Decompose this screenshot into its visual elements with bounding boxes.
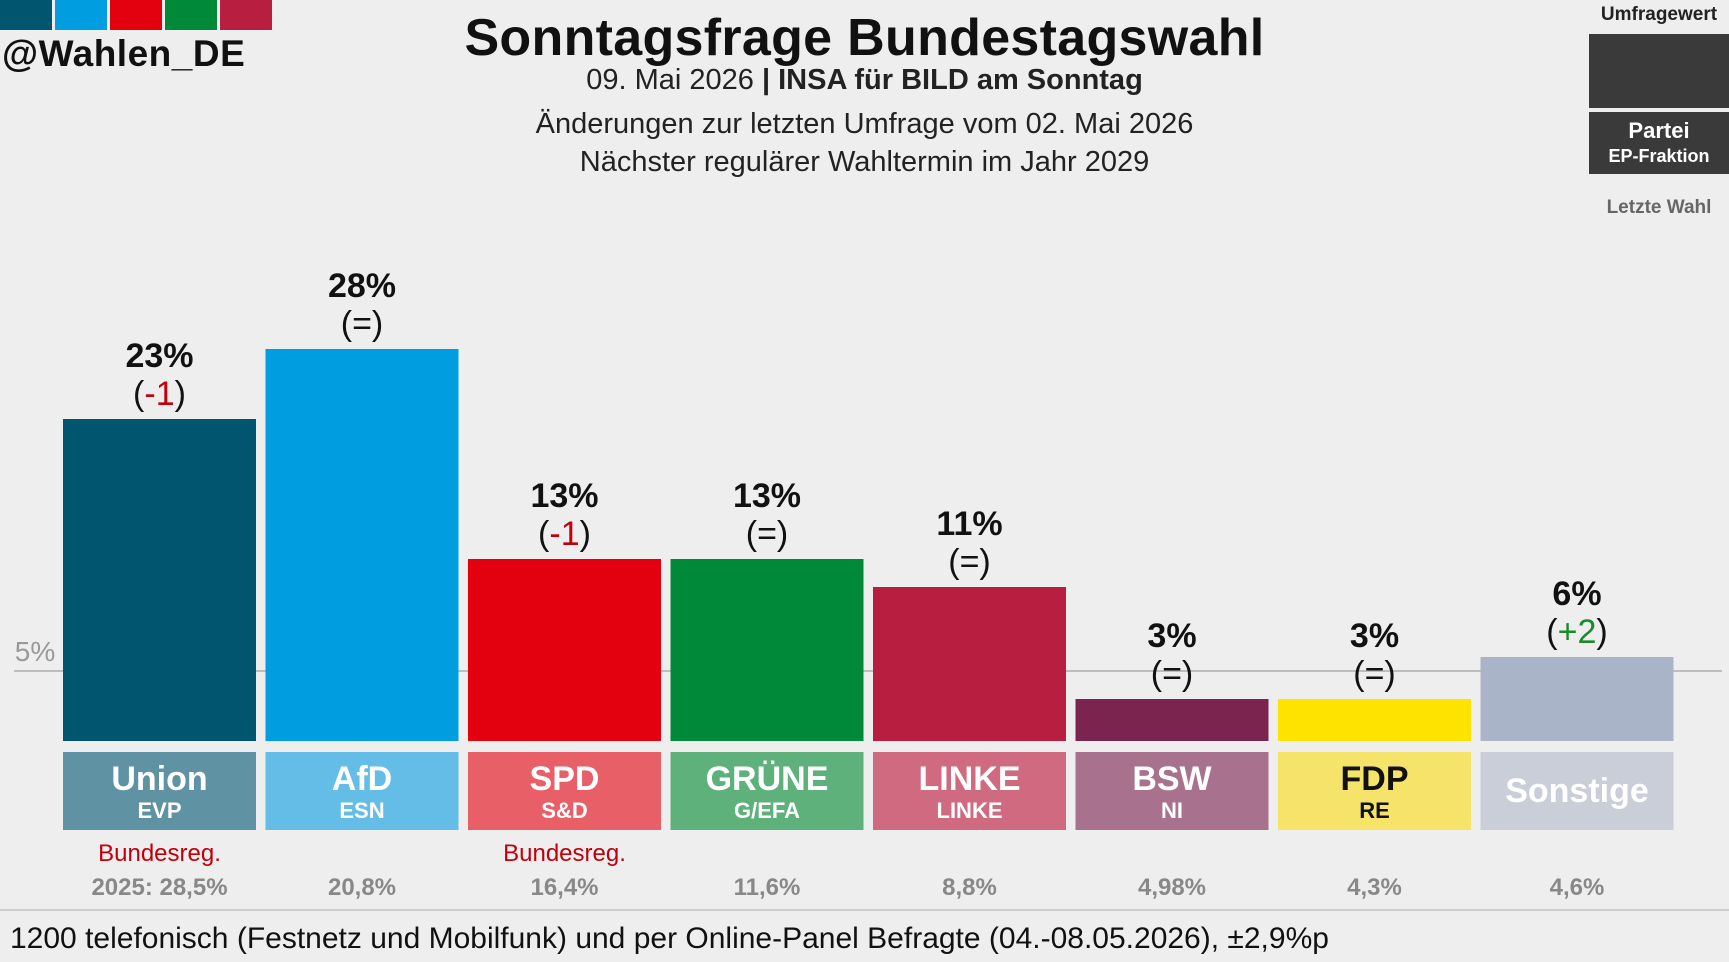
change-label-5: (=)	[1151, 655, 1194, 693]
value-label-1: 28%	[328, 267, 396, 305]
brand-stripe-1	[55, 0, 107, 30]
bar-4	[873, 587, 1066, 741]
threshold-label: 5%	[15, 636, 55, 667]
poll-date: 09. Mai 2026	[586, 64, 754, 96]
value-label-2: 13%	[530, 477, 598, 515]
party-name-1: AfD	[332, 760, 392, 798]
bar-6	[1278, 699, 1471, 741]
faction-name-2: S&D	[541, 798, 587, 823]
legend-last-election-label: Letzte Wahl	[1606, 197, 1712, 218]
brand-stripes	[0, 0, 272, 30]
legend-poll-value-label: Umfragewert	[1600, 4, 1718, 25]
party-name-3: GRÜNE	[706, 760, 829, 798]
faction-name-1: ESN	[339, 798, 384, 823]
value-label-6: 3%	[1350, 617, 1399, 655]
faction-name-3: G/EFA	[734, 798, 800, 823]
legend-party-box: Partei EP-Fraktion	[1589, 112, 1729, 174]
last-election-1: 20,8%	[328, 874, 396, 901]
brand-stripe-0	[0, 0, 52, 30]
change-label-4: (=)	[948, 543, 991, 581]
last-election-5: 4,98%	[1138, 874, 1206, 901]
value-label-0: 23%	[125, 337, 193, 375]
change-label-0: (-1)	[133, 375, 186, 413]
last-election-6: 4,3%	[1347, 874, 1402, 901]
faction-name-5: NI	[1161, 798, 1183, 823]
account-handle: @Wahlen_DE	[2, 33, 246, 74]
brand-stripe-3	[165, 0, 217, 30]
value-label-4: 11%	[936, 505, 1002, 543]
bar-3	[670, 559, 864, 741]
bar-5	[1075, 699, 1269, 741]
party-name-0: Union	[111, 760, 207, 798]
faction-name-6: RE	[1359, 798, 1390, 823]
next-election-note: Nächster regulärer Wahltermin im Jahr 20…	[579, 146, 1150, 178]
last-election-3: 11,6%	[734, 874, 801, 901]
change-label-6: (=)	[1353, 655, 1396, 693]
party-box-3	[670, 752, 864, 830]
legend-faction-label: EP-Fraktion	[1608, 146, 1710, 166]
party-box-7	[1480, 752, 1674, 830]
brand-stripe-2	[110, 0, 162, 30]
legend-party-label: Partei	[1628, 118, 1690, 143]
party-box-1	[265, 752, 459, 830]
change-label-2: (-1)	[538, 515, 591, 553]
methodology-note: 1200 telefonisch (Festnetz und Mobilfunk…	[10, 922, 1329, 955]
faction-name-4: LINKE	[937, 798, 1003, 823]
legend-bar-swatch	[1589, 34, 1729, 108]
faction-name-0: EVP	[137, 798, 181, 823]
last-election-7: 4,6%	[1550, 874, 1605, 901]
value-label-7: 6%	[1552, 575, 1601, 613]
government-label-2: Bundesreg.	[503, 840, 626, 867]
bar-1	[265, 349, 459, 741]
government-label-0: Bundesreg.	[98, 840, 221, 867]
change-label-3: (=)	[746, 515, 789, 553]
last-election-2: 16,4%	[530, 874, 598, 901]
party-name-2: SPD	[530, 760, 600, 798]
change-label-7: (+2)	[1546, 613, 1607, 651]
party-box-4	[873, 752, 1066, 830]
party-name-6: FDP	[1341, 760, 1409, 798]
party-box-6	[1278, 752, 1471, 830]
poll-source: 09. Mai 2026 | INSA für BILD am Sonntag	[586, 64, 1143, 96]
party-name-4: LINKE	[919, 760, 1021, 798]
party-name-7: Sonstige	[1505, 772, 1649, 810]
party-name-5: BSW	[1132, 760, 1212, 798]
value-label-5: 3%	[1147, 617, 1196, 655]
poll-institute: INSA für BILD am Sonntag	[778, 64, 1143, 96]
bar-7	[1480, 657, 1674, 741]
party-box-0	[63, 752, 256, 830]
value-label-3: 13%	[733, 477, 801, 515]
brand-stripe-4	[220, 0, 272, 30]
chart-title: Sonntagsfrage Bundestagswahl	[464, 9, 1265, 67]
footer-divider	[0, 909, 1729, 911]
last-election-4: 8,8%	[942, 874, 997, 901]
change-label-1: (=)	[341, 305, 384, 343]
bar-0	[63, 419, 256, 741]
change-note: Änderungen zur letzten Umfrage vom 02. M…	[535, 108, 1194, 140]
party-box-5	[1075, 752, 1269, 830]
party-box-2	[468, 752, 661, 830]
last-election-0: 2025: 28,5%	[91, 874, 227, 901]
bar-2	[468, 559, 661, 741]
